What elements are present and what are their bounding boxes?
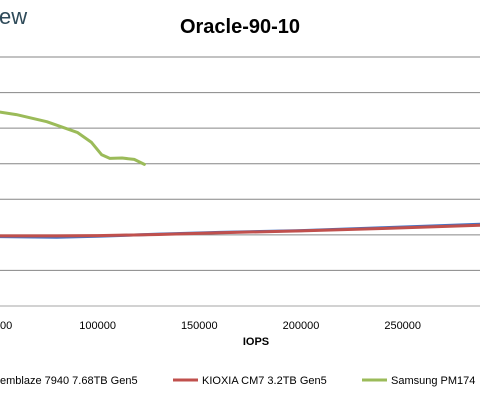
x-axis-ticks: 00 100000 150000 200000 250000	[0, 320, 421, 332]
legend-label-kioxia-cm7-3-2tb-gen5: KIOXIA CM7 3.2TB Gen5	[202, 375, 327, 387]
series-line-kioxia-cm7-3-2tb-gen5	[0, 223, 480, 238]
x-axis-label: IOPS	[243, 336, 269, 348]
gridlines	[0, 56, 480, 307]
brand-logo-text: ew	[0, 4, 27, 29]
x-tick-label: 150000	[181, 320, 218, 332]
x-tick-label: 00	[0, 320, 12, 332]
x-tick-label: 250000	[384, 320, 421, 332]
legend-label-emblaze-7940-7-68tb-gen5: emblaze 7940 7.68TB Gen5	[0, 375, 138, 387]
series-line-samsung-pm174	[0, 110, 146, 166]
chart-title: Oracle-90-10	[180, 16, 300, 38]
x-tick-label: 100000	[79, 320, 116, 332]
x-tick-label: 200000	[283, 320, 320, 332]
series-layer	[0, 110, 480, 239]
legend-label-samsung-pm174: Samsung PM174	[391, 375, 475, 387]
legend: emblaze 7940 7.68TB Gen5 KIOXIA CM7 3.2TB…	[0, 375, 475, 387]
